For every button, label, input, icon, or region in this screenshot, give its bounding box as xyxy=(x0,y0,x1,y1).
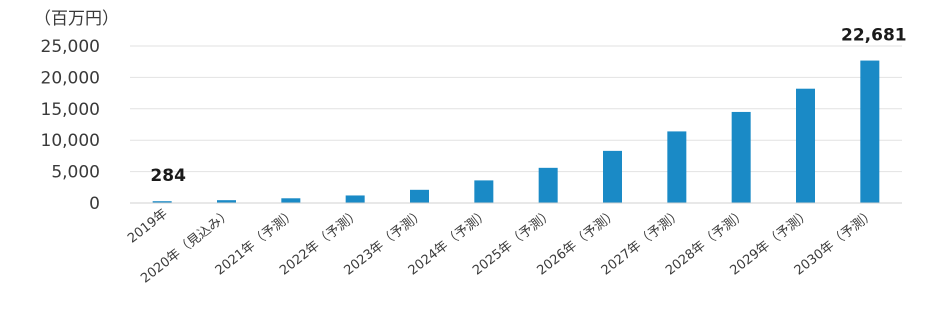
y-tick-label: 25,000 xyxy=(41,37,100,57)
bar xyxy=(603,150,622,203)
bar xyxy=(345,195,365,203)
bar xyxy=(474,180,494,203)
y-tick-label: 20,000 xyxy=(41,68,100,88)
x-axis-category-labels: 2019年2020年（見込み）2021年（予測）2022年（予測）2023年（予… xyxy=(125,206,878,286)
bar xyxy=(860,60,880,203)
bar xyxy=(281,198,301,203)
y-tick-label: 5,000 xyxy=(51,163,100,183)
bar xyxy=(538,167,558,203)
bar xyxy=(731,111,751,203)
y-tick-label: 10,000 xyxy=(41,131,100,151)
y-tick-label: 15,000 xyxy=(41,100,100,120)
data-labels: 284 22,681 xyxy=(150,26,906,187)
bar xyxy=(667,131,687,203)
bar xyxy=(217,200,236,203)
x-category-label: 2019年 xyxy=(125,206,171,246)
y-tick-label: 0 xyxy=(89,194,100,214)
y-axis-ticks: 0 5,000 10,000 15,000 20,000 25,000 xyxy=(41,37,100,214)
bar xyxy=(796,88,815,203)
bar xyxy=(152,201,172,203)
data-label: 22,681 xyxy=(841,26,907,46)
data-label: 284 xyxy=(150,166,186,186)
bar xyxy=(410,189,429,203)
gridlines xyxy=(130,45,902,173)
bars xyxy=(152,60,880,203)
y-axis-unit-label: （百万円） xyxy=(34,9,119,29)
